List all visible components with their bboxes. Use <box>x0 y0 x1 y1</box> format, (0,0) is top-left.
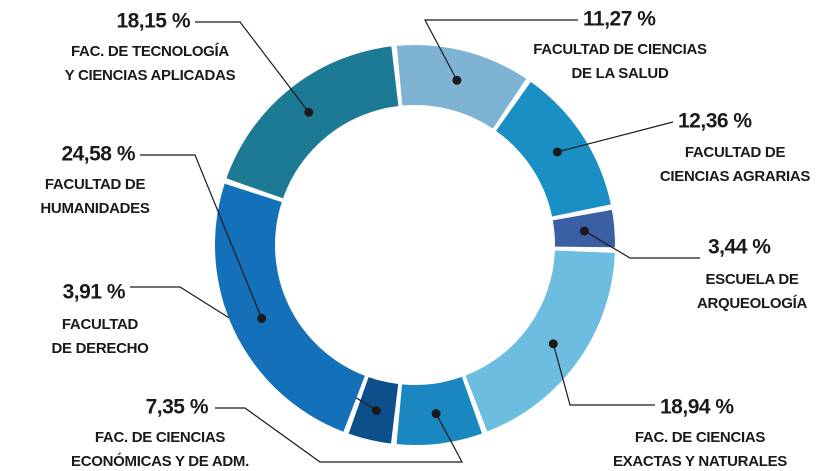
category-label: FAC. DE TECNOLOGÍA <box>71 43 229 60</box>
category-label: FAC. DE CIENCIAS <box>95 429 226 446</box>
category-label: EXACTAS Y NATURALES <box>613 453 787 470</box>
value-label: 18,15 % <box>116 10 190 33</box>
category-label: FACULTAD <box>62 316 139 333</box>
leader-line <box>584 230 700 259</box>
value-label: 18,94 % <box>660 396 734 419</box>
donut-segment <box>396 45 527 129</box>
leader-dot <box>431 409 441 419</box>
category-label: FACULTAD DE <box>685 144 786 161</box>
category-label: DE LA SALUD <box>572 65 669 82</box>
value-label: 24,58 % <box>61 143 135 166</box>
leader-dot <box>257 313 267 323</box>
value-label: 7,35 % <box>146 396 209 419</box>
leader-line <box>140 154 263 319</box>
leader-dot <box>452 75 462 85</box>
value-label: 3,91 % <box>63 281 126 304</box>
value-label: 3,44 % <box>708 236 771 259</box>
category-label: ECONÓMICAS Y DE ADM. <box>71 452 249 470</box>
donut-segment <box>226 46 399 199</box>
category-label: ESCUELA DE <box>705 271 798 288</box>
category-label: CIENCIAS AGRARIAS <box>660 168 810 185</box>
leader-dot <box>579 226 589 236</box>
donut-segment <box>496 81 611 217</box>
donut-segment <box>214 183 365 432</box>
value-label: 12,36 % <box>678 110 752 133</box>
leader-dot <box>304 107 314 117</box>
leader-dot <box>552 147 562 157</box>
leader-line <box>195 21 310 113</box>
leader-dot <box>548 339 558 349</box>
leader-dot <box>371 406 381 416</box>
category-label: HUMANIDADES <box>40 200 149 217</box>
category-label: ARQUEOLOGÍA <box>697 295 808 312</box>
category-label: FACULTAD DE <box>45 176 146 193</box>
leader-line <box>215 407 464 463</box>
leader-line <box>557 121 674 153</box>
category-label: FACULTAD DE CIENCIAS <box>533 41 707 58</box>
leader-line <box>424 19 578 81</box>
leader-line <box>552 343 655 406</box>
category-label: FAC. DE CIENCIAS <box>635 429 766 446</box>
category-label: Y CIENCIAS APLICADAS <box>65 67 236 84</box>
category-label: DE DERECHO <box>51 340 149 357</box>
donut-segment <box>465 250 615 432</box>
value-label: 11,27 % <box>583 8 656 31</box>
